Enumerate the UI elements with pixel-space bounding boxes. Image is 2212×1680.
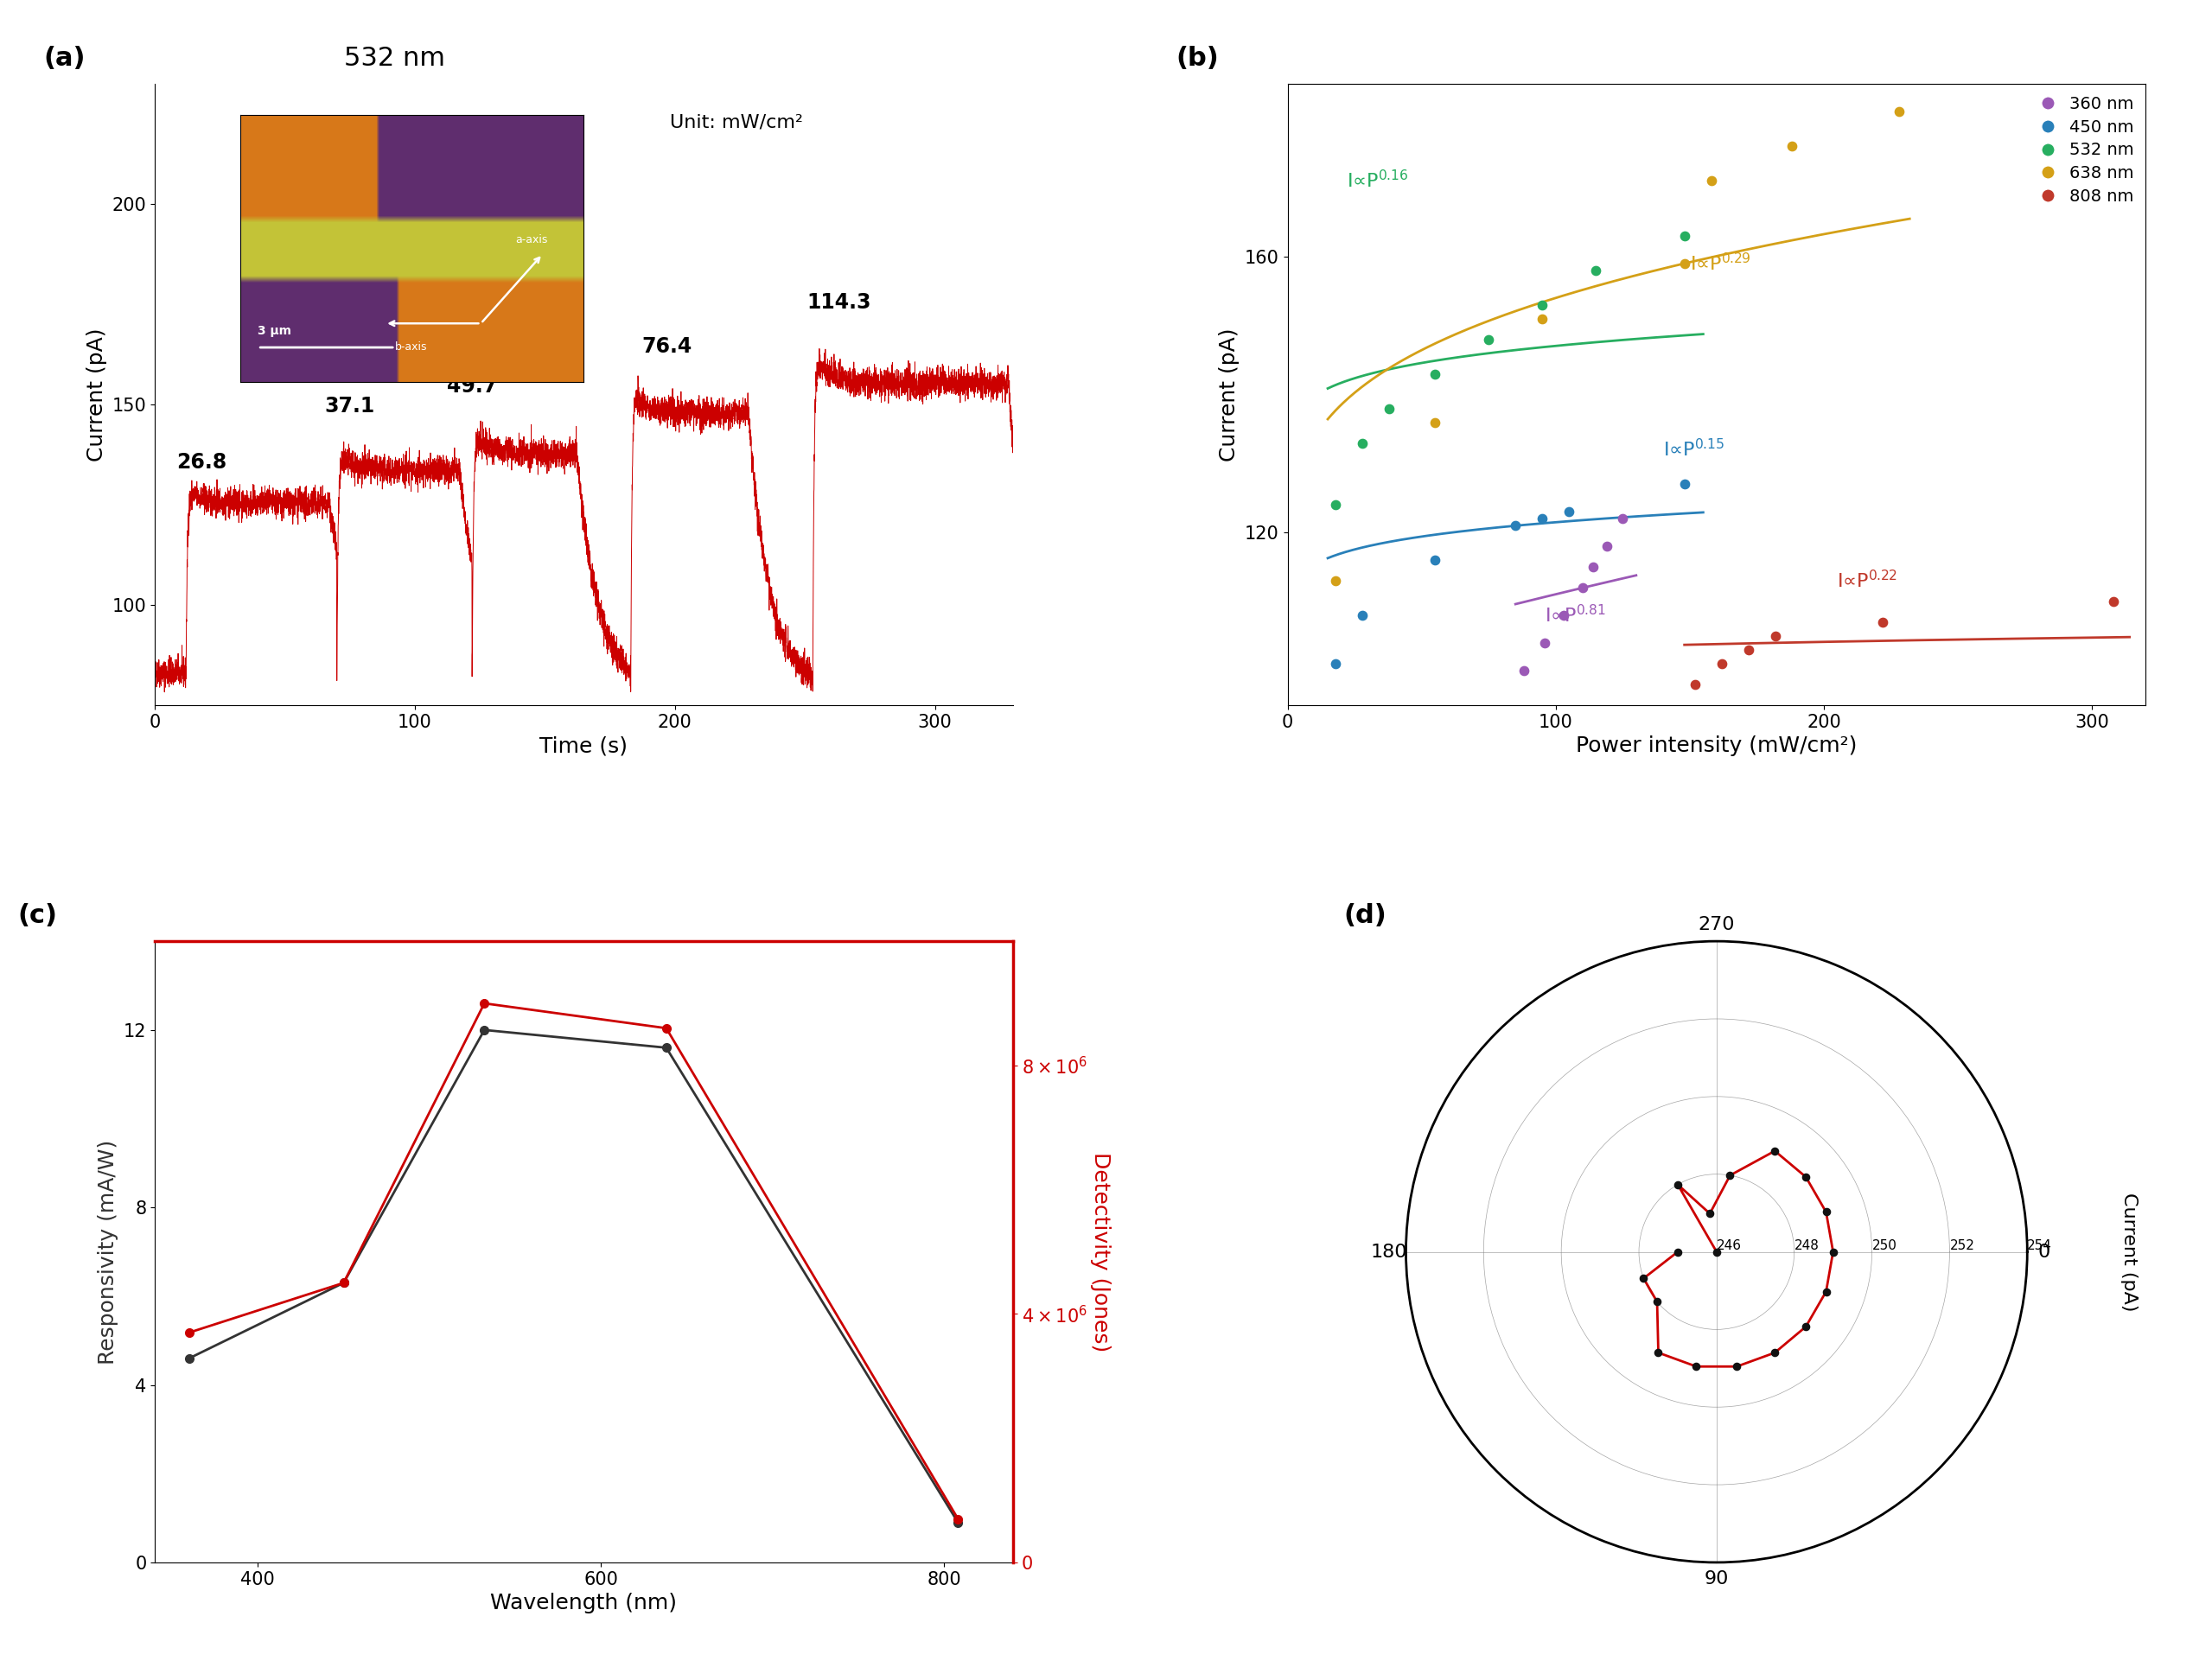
- Point: [1703, 650, 1739, 677]
- Text: (a): (a): [44, 45, 86, 71]
- Text: 76.4: 76.4: [641, 336, 692, 356]
- Point: [1318, 492, 1354, 519]
- Point: [1524, 291, 1559, 318]
- Point: [1318, 650, 1354, 677]
- Point: [1787, 1314, 1823, 1341]
- Point: [1679, 1352, 1714, 1379]
- Point: [1498, 512, 1533, 539]
- Point: [1677, 670, 1712, 697]
- Point: [1641, 1339, 1677, 1366]
- Point: [1719, 1352, 1754, 1379]
- Point: [1564, 575, 1599, 601]
- Point: [1588, 533, 1624, 559]
- Point: [1694, 168, 1730, 195]
- Point: [1506, 657, 1542, 684]
- Text: 37.1: 37.1: [325, 396, 376, 417]
- Point: [1546, 601, 1582, 628]
- Text: 49.7: 49.7: [447, 376, 498, 396]
- Legend: 360 nm, 450 nm, 532 nm, 638 nm, 808 nm: 360 nm, 450 nm, 532 nm, 638 nm, 808 nm: [2028, 92, 2137, 208]
- Point: [1318, 568, 1354, 595]
- Point: [1787, 1164, 1823, 1191]
- Point: [2095, 588, 2130, 615]
- Point: [1756, 1339, 1792, 1366]
- Point: [1418, 408, 1453, 435]
- Point: [1471, 326, 1506, 353]
- Text: 114.3: 114.3: [807, 292, 872, 312]
- Point: [1551, 499, 1586, 526]
- Point: [1692, 1200, 1728, 1226]
- Text: (c): (c): [18, 902, 58, 927]
- Point: [1666, 250, 1701, 277]
- Point: [1759, 623, 1794, 650]
- Point: [1577, 257, 1613, 284]
- Point: [1418, 546, 1453, 573]
- Text: I∝P$^{0.29}$: I∝P$^{0.29}$: [1690, 252, 1750, 274]
- Point: [1666, 470, 1701, 497]
- Text: 26.8: 26.8: [177, 452, 228, 474]
- Point: [1756, 1137, 1792, 1164]
- Text: I∝P$^{0.16}$: I∝P$^{0.16}$: [1347, 170, 1409, 192]
- Text: Unit: mW/cm²: Unit: mW/cm²: [670, 114, 803, 131]
- Point: [1526, 630, 1562, 657]
- Y-axis label: Detectivity (Jones): Detectivity (Jones): [1091, 1152, 1110, 1352]
- X-axis label: Wavelength (nm): Wavelength (nm): [491, 1593, 677, 1613]
- Text: (b): (b): [1177, 45, 1219, 71]
- Point: [1626, 1265, 1661, 1292]
- Point: [1606, 506, 1641, 533]
- Y-axis label: Responsivity (mA/W): Responsivity (mA/W): [97, 1139, 119, 1364]
- Text: Current (pA): Current (pA): [2121, 1193, 2137, 1310]
- X-axis label: Time (s): Time (s): [540, 736, 628, 756]
- Point: [1732, 637, 1767, 664]
- Text: I∝P$^{0.81}$: I∝P$^{0.81}$: [1544, 605, 1606, 627]
- Text: 532 nm: 532 nm: [343, 45, 445, 71]
- Y-axis label: Current (pA): Current (pA): [86, 328, 106, 462]
- Point: [1659, 1171, 1694, 1198]
- Point: [1699, 1238, 1734, 1265]
- Y-axis label: Current (pA): Current (pA): [1219, 328, 1241, 462]
- Point: [1865, 608, 1900, 635]
- Text: I∝P$^{0.15}$: I∝P$^{0.15}$: [1663, 438, 1725, 460]
- Point: [1880, 97, 1916, 124]
- Point: [1418, 361, 1453, 388]
- X-axis label: Power intensity (mW/cm²): Power intensity (mW/cm²): [1575, 736, 1858, 756]
- Point: [1345, 430, 1380, 457]
- Point: [1371, 395, 1407, 422]
- Point: [1809, 1198, 1845, 1225]
- Point: [1345, 601, 1380, 628]
- Point: [1666, 222, 1701, 249]
- Point: [1524, 306, 1559, 333]
- Point: [1524, 506, 1559, 533]
- Point: [1816, 1238, 1851, 1265]
- Point: [1639, 1289, 1674, 1315]
- Point: [1575, 554, 1610, 581]
- Point: [1809, 1278, 1845, 1305]
- Point: [1774, 133, 1809, 160]
- Point: [1659, 1238, 1694, 1265]
- Point: [1712, 1163, 1747, 1189]
- Text: (d): (d): [1345, 902, 1387, 927]
- Text: I∝P$^{0.22}$: I∝P$^{0.22}$: [1838, 570, 1898, 591]
